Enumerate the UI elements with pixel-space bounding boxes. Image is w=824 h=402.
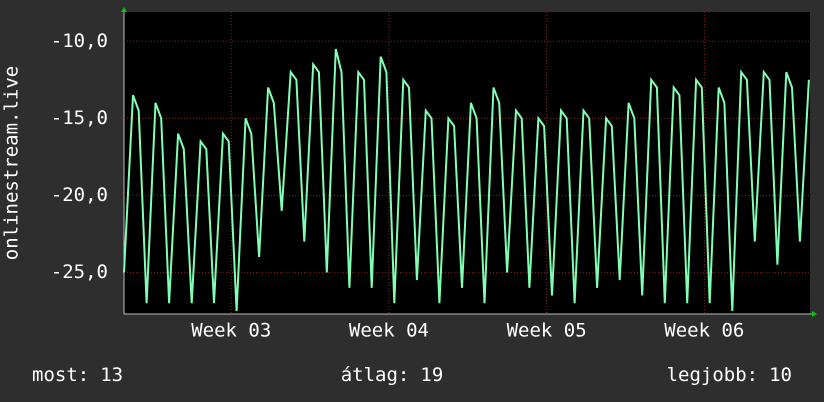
footer-value: 13 (100, 364, 123, 386)
footer-stat: átlag: 19 (341, 364, 444, 386)
y-axis-label: onlinestream.live (1, 66, 23, 260)
x-tick-label: Week 04 (349, 320, 429, 342)
footer-stat: most: 13 (32, 364, 123, 386)
line (123, 48, 810, 311)
x-tick-label: Week 03 (191, 320, 271, 342)
footer-stat: legjobb: 10 (667, 364, 792, 386)
y-tick-label: -20,0 (51, 184, 108, 206)
x-tick-label: Week 06 (664, 320, 744, 342)
footer-value: 19 (420, 364, 443, 386)
y-arrow (121, 7, 127, 12)
y-tick-label: -25,0 (51, 261, 108, 283)
footer-label: most: (32, 364, 89, 386)
y-tick-label: -10,0 (51, 30, 108, 52)
y-tick-label: -15,0 (51, 107, 108, 129)
x-arrow (812, 311, 817, 317)
footer-label: legjobb: (667, 364, 759, 386)
plot-area (124, 12, 810, 314)
footer-value: 10 (769, 364, 792, 386)
footer-label: átlag: (341, 364, 410, 386)
x-tick-label: Week 05 (507, 320, 587, 342)
